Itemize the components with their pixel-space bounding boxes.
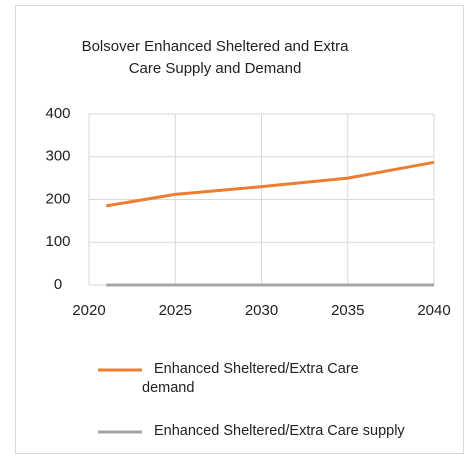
chart-border: [15, 5, 464, 454]
y-tick-label: 400: [45, 105, 70, 122]
legend-label: Enhanced Sheltered/Extra Care demand: [142, 361, 359, 396]
y-tick-label: 0: [54, 276, 62, 293]
x-tick-label: 2040: [417, 302, 450, 319]
legend-label: Enhanced Sheltered/Extra Care supply: [154, 423, 405, 439]
x-tick-label: 2030: [245, 302, 278, 319]
y-tick-label: 200: [45, 190, 70, 207]
data-line: [106, 160, 435, 208]
y-tick-label: 100: [45, 233, 70, 250]
x-tick-label: 2035: [331, 302, 364, 319]
y-tick-label: 300: [45, 148, 70, 165]
x-tick-label: 2025: [159, 302, 192, 319]
x-tick-label: 2020: [72, 302, 105, 319]
chart-title: Bolsover Enhanced Sheltered and Extra Ca…: [81, 38, 349, 77]
